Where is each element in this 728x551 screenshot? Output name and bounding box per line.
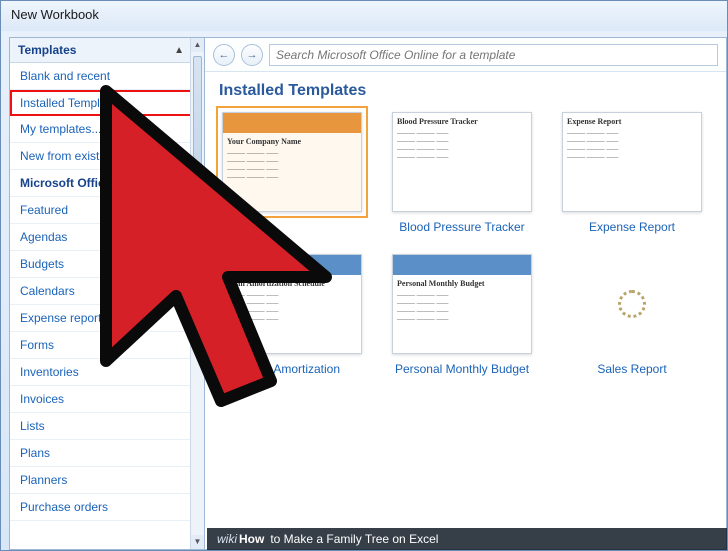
thumbnail-band [223,255,361,275]
window-body: Templates ▲ Blank and recent Installed Te… [9,37,727,550]
sidebar-item-lists[interactable]: Lists [10,413,192,440]
sidebar-item-inventories[interactable]: Inventories [10,359,192,386]
thumbnail-title: Personal Monthly Budget [393,275,531,292]
collapse-caret-icon: ▲ [174,45,184,56]
sidebar-item-forms[interactable]: Forms [10,332,192,359]
search-input[interactable] [269,44,718,66]
caption-text: to Make a Family Tree on Excel [270,532,438,546]
sidebar-item-planners[interactable]: Planners [10,467,192,494]
thumbnail-title: Your Company Name [223,133,361,150]
sidebar-item-label: Expense reports [20,311,107,325]
loading-spinner-icon [618,290,646,318]
thumbnail-title: Expense Report [563,113,701,130]
sidebar-item-invoices[interactable]: Invoices [10,386,192,413]
template-thumbnail [562,254,702,354]
sidebar-item-blank-and-recent[interactable]: Blank and recent [10,63,192,90]
sidebar-header[interactable]: Templates ▲ [10,38,192,63]
content-area: Installed Templates Your Company Name———… [205,72,726,549]
template-thumbnail: Expense Report——— ——— ————— ——— ————— ——… [562,112,702,212]
sidebar-item-label: Microsoft Office Online [20,176,152,190]
sidebar-header-label: Templates [18,43,76,57]
sidebar-item-label: Calendars [20,284,75,298]
sidebar-item-label: Installed Templates [20,96,123,110]
template-label: Blood Pressure Tracker [399,220,524,236]
sidebar-items: Blank and recent Installed Templates My te… [10,63,192,521]
template-item-item-0[interactable]: Your Company Name——— ——— ————— ——— —————… [219,112,365,236]
template-item-blood-pressure-tracker[interactable]: Blood Pressure Tracker——— ——— ————— ——— … [389,112,535,236]
templates-grid: Your Company Name——— ——— ————— ——— —————… [219,112,712,378]
template-label: Expense Report [589,220,675,236]
template-thumbnail: Your Company Name——— ——— ————— ——— —————… [222,112,362,212]
forward-button[interactable]: → [241,44,263,66]
sidebar-item-plans[interactable]: Plans [10,440,192,467]
sidebar-item-label: Plans [20,446,50,460]
sidebar-item-label: Purchase orders [20,500,108,514]
sidebar-item-label: Agendas [20,230,67,244]
toolbar: ← → [205,38,726,72]
template-thumbnail: Blood Pressure Tracker——— ——— ————— ——— … [392,112,532,212]
sidebar-item-agendas[interactable]: Agendas [10,224,192,251]
template-thumbnail: Loan Amortization Schedule——— ——— ————— … [222,254,362,354]
caption-bar: wiki How to Make a Family Tree on Excel [207,528,727,550]
thumbnail-band [393,255,531,275]
scroll-up-icon[interactable]: ▲ [191,38,204,52]
sidebar-item-label: My templates... [20,122,101,136]
sidebar-item-my-templates[interactable]: My templates... [10,116,192,143]
sidebar-item-microsoft-office-online[interactable]: Microsoft Office Online [10,170,192,197]
sidebar-item-installed-templates[interactable]: Installed Templates [10,90,192,116]
content-heading: Installed Templates [219,82,712,100]
template-item-loan-amortization[interactable]: Loan Amortization Schedule——— ——— ————— … [219,254,365,378]
arrow-left-icon: ← [219,49,230,61]
sidebar-item-label: Planners [20,473,67,487]
caption-prefix-wiki: wiki [217,532,237,546]
window-title: New Workbook [11,7,99,22]
scroll-down-icon[interactable]: ▼ [191,535,204,549]
new-workbook-window: New Workbook Templates ▲ Blank and recen… [0,0,728,551]
sidebar-item-label: Invoices [20,392,64,406]
template-item-personal-monthly-budget[interactable]: Personal Monthly Budget——— ——— ————— ———… [389,254,535,378]
template-thumbnail: Personal Monthly Budget——— ——— ————— ———… [392,254,532,354]
thumbnail-band [223,113,361,133]
caption-prefix-how: How [239,532,264,546]
sidebar-item-label: Lists [20,419,45,433]
thumbnail-title: Blood Pressure Tracker [393,113,531,130]
sidebar-item-purchase-orders[interactable]: Purchase orders [10,494,192,521]
sidebar-item-label: Inventories [20,365,79,379]
sidebar-item-label: Forms [20,338,54,352]
sidebar-item-label: Blank and recent [20,69,110,83]
thumbnail-title: Loan Amortization Schedule [223,275,361,292]
sidebar-item-featured[interactable]: Featured [10,197,192,224]
sidebar-item-label: Featured [20,203,68,217]
sidebar-item-new-from-existing[interactable]: New from existing... [10,143,192,170]
template-label: Sales Report [597,362,666,378]
main-panel: ← → Installed Templates Your Company Nam… [205,37,727,550]
sidebar-item-calendars[interactable]: Calendars [10,278,192,305]
sidebar-item-expense-reports[interactable]: Expense reports [10,305,192,332]
sidebar-scrollbar[interactable]: ▲ ▼ [190,38,204,549]
arrow-right-icon: → [247,49,258,61]
template-label: Personal Monthly Budget [395,362,529,378]
sidebar-item-budgets[interactable]: Budgets [10,251,192,278]
back-button[interactable]: ← [213,44,235,66]
template-label: Loan Amortization [244,362,340,378]
scrollbar-thumb[interactable] [193,56,202,216]
template-item-sales-report[interactable]: Sales Report [559,254,705,378]
templates-sidebar: Templates ▲ Blank and recent Installed Te… [9,37,205,550]
template-item-expense-report[interactable]: Expense Report——— ——— ————— ——— ————— ——… [559,112,705,236]
sidebar-item-label: Budgets [20,257,64,271]
sidebar-item-label: New from existing... [20,149,125,163]
window-titlebar: New Workbook [1,1,727,31]
